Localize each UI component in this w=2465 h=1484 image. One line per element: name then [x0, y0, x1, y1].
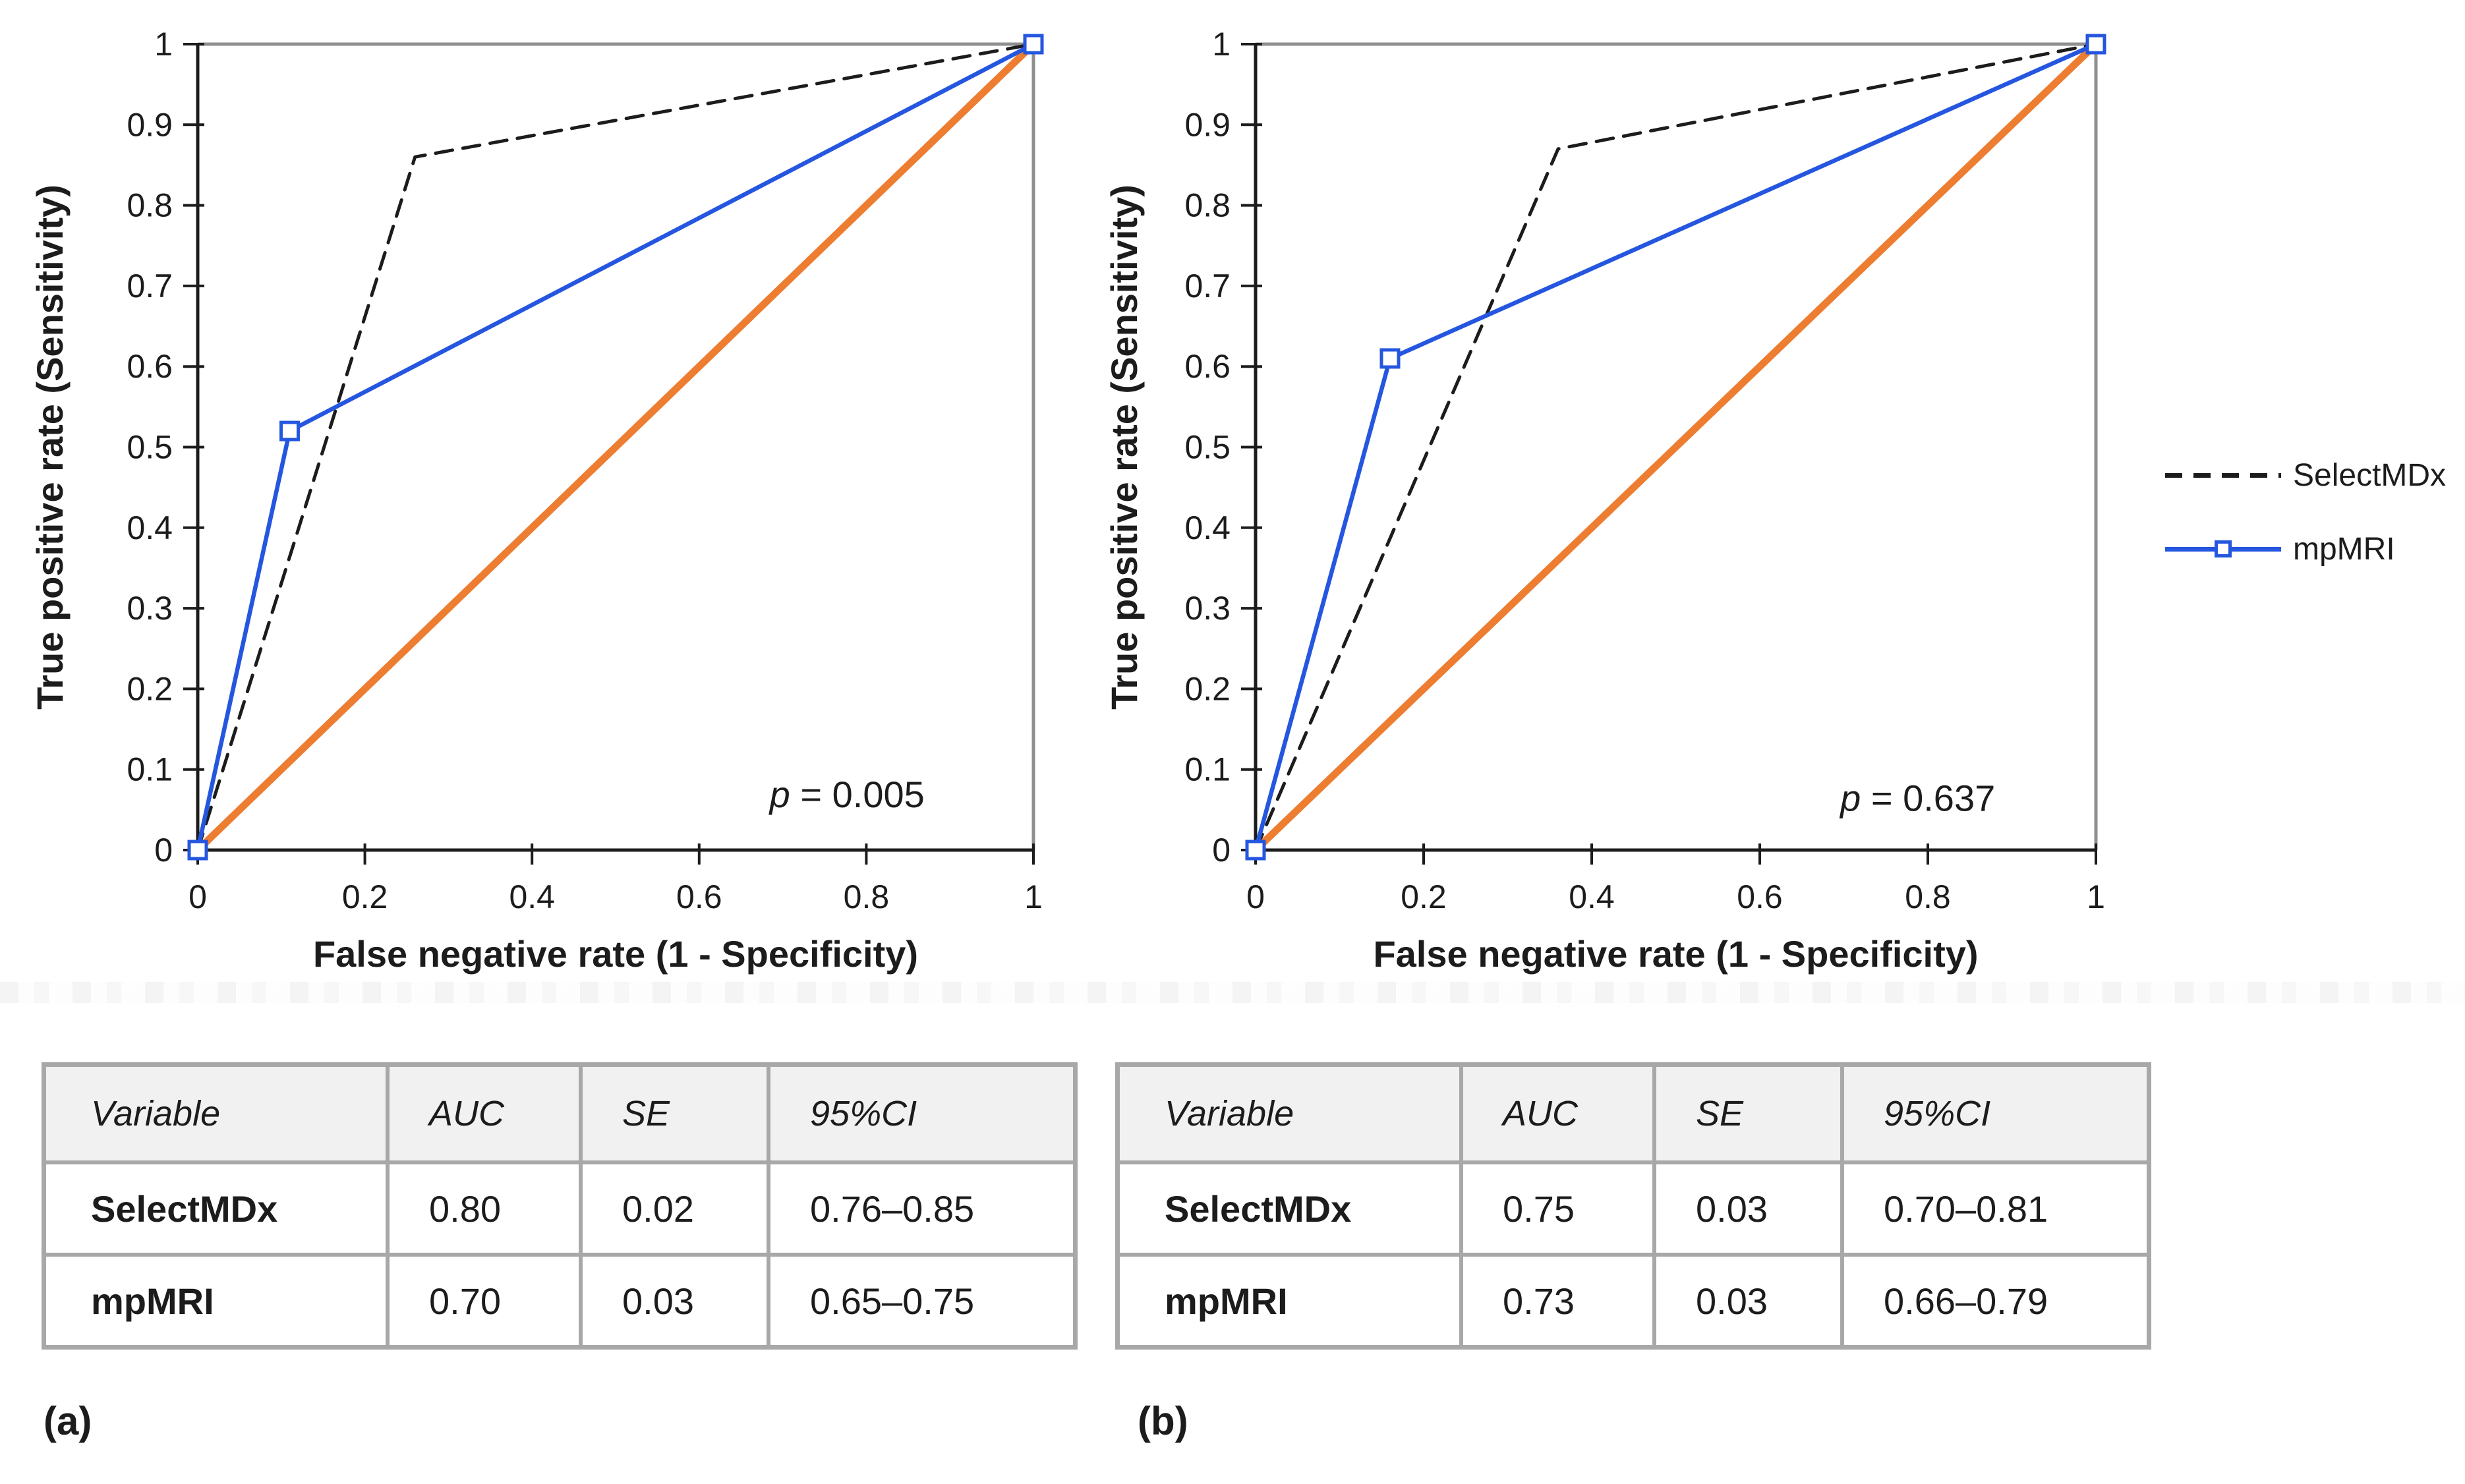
x-tick-label: 0 — [188, 878, 207, 915]
y-tick-label: 0.9 — [127, 106, 173, 143]
table-a-header-variable: Variable — [46, 1067, 386, 1160]
table-b-selectmdx-se: 0.03 — [1656, 1164, 1840, 1253]
selectmdx-dashed-line-sample — [2165, 472, 2281, 478]
x-tick-label: 0.6 — [1737, 878, 1783, 915]
x-tick-label: 0.2 — [1401, 878, 1447, 915]
p-value-text: = 0.005 — [790, 774, 925, 815]
y-tick-label: 0.9 — [1184, 106, 1231, 143]
table-b-selectmdx-ci: 0.70–0.81 — [1844, 1164, 2147, 1253]
series-line-reference — [194, 40, 1037, 854]
panel-b-caption: (b) — [1138, 1399, 1188, 1443]
p-symbol: p — [768, 774, 790, 815]
mpmri-open-square-marker — [1379, 348, 1401, 369]
table-b-mpmri-auc: 0.73 — [1463, 1257, 1652, 1345]
y-tick-label: 0.1 — [1184, 751, 1231, 788]
x-tick-label: 0 — [1246, 878, 1265, 915]
legend-label-mpmri: mpMRI — [2293, 531, 2395, 567]
mpmri-open-square-marker — [187, 840, 208, 861]
y-tick-label: 0.2 — [127, 670, 173, 707]
y-tick-label: 0.2 — [1184, 670, 1231, 707]
y-tick-label: 0.4 — [127, 509, 173, 546]
mpmri-open-square-marker — [1245, 840, 1266, 861]
y-tick-label: 0.7 — [127, 268, 173, 304]
y-tick-label: 0.6 — [1184, 348, 1231, 385]
table-a-mpmri-se: 0.03 — [583, 1257, 767, 1345]
series-line-selectmdx — [196, 42, 1035, 852]
x-tick-label: 0.8 — [844, 878, 890, 915]
table-panel-b: Variable AUC SE 95%CI SelectMDx 0.75 0.0… — [1115, 1062, 2151, 1350]
y-tick-label: 0.6 — [127, 348, 173, 385]
y-axis-title: True positive rate (Sensitivity) — [1103, 185, 1145, 710]
y-tick-label: 0.4 — [1184, 509, 1231, 546]
y-tick-label: 0.5 — [1184, 429, 1231, 466]
x-axis-title: False negative rate (1 - Specificity) — [1373, 933, 1978, 975]
y-tick-label: 0 — [154, 832, 173, 869]
y-tick-label: 0.8 — [127, 187, 173, 224]
table-b-mpmri-ci: 0.66–0.79 — [1844, 1257, 2147, 1345]
legend-item-mpmri: mpMRI — [2165, 531, 2395, 567]
image-seam-artifact — [0, 982, 2465, 1003]
table-a-row-selectmdx-name: SelectMDx — [46, 1164, 386, 1253]
y-tick-label: 0.8 — [1184, 187, 1231, 224]
table-a-row-mpmri-name: mpMRI — [46, 1257, 386, 1345]
p-value-text: = 0.637 — [1861, 777, 1995, 818]
y-tick-label: 1 — [154, 26, 173, 63]
table-a-mpmri-ci: 0.65–0.75 — [770, 1257, 1073, 1345]
p-symbol: p — [1839, 777, 1861, 818]
x-tick-label: 0.2 — [342, 878, 388, 915]
p-value-annotation: p = 0.005 — [768, 774, 925, 815]
mpmri-open-square-marker — [2085, 34, 2106, 55]
y-tick-label: 0.1 — [127, 751, 173, 788]
y-tick-label: 0.7 — [1184, 268, 1231, 304]
y-tick-label: 1 — [1212, 26, 1231, 63]
p-value-annotation: p = 0.637 — [1839, 777, 1995, 818]
x-tick-label: 1 — [1024, 878, 1043, 915]
table-a-mpmri-auc: 0.70 — [390, 1257, 579, 1345]
y-axis-title: True positive rate (Sensitivity) — [29, 185, 71, 710]
table-b-mpmri-se: 0.03 — [1656, 1257, 1840, 1345]
y-tick-label: 0.5 — [127, 429, 173, 466]
y-tick-label: 0 — [1212, 832, 1231, 869]
table-b-header-ci: 95%CI — [1844, 1067, 2147, 1160]
table-b-row-selectmdx-name: SelectMDx — [1120, 1164, 1459, 1253]
table-a-selectmdx-se: 0.02 — [583, 1164, 767, 1253]
y-tick-label: 0.3 — [127, 590, 173, 627]
table-a-header-auc: AUC — [390, 1067, 579, 1160]
series-line-selectmdx — [1254, 42, 2098, 852]
panel-a-caption: (a) — [44, 1399, 92, 1443]
table-b-header-auc: AUC — [1463, 1067, 1652, 1160]
legend-label-selectmdx: SelectMDx — [2293, 457, 2447, 493]
x-tick-label: 1 — [2087, 878, 2105, 915]
x-tick-label: 0.6 — [676, 878, 722, 915]
table-b-header-se: SE — [1656, 1067, 1840, 1160]
table-a-selectmdx-ci: 0.76–0.85 — [770, 1164, 1073, 1253]
table-b-selectmdx-auc: 0.75 — [1463, 1164, 1652, 1253]
table-a-selectmdx-auc: 0.80 — [390, 1164, 579, 1253]
mpmri-open-square-marker — [279, 420, 300, 442]
y-tick-label: 0.3 — [1184, 590, 1231, 627]
legend-item-selectmdx: SelectMDx — [2165, 457, 2447, 493]
table-a-header-ci: 95%CI — [770, 1067, 1073, 1160]
x-tick-label: 0.8 — [1905, 878, 1951, 915]
x-tick-label: 0.4 — [509, 878, 555, 915]
roc-plots: 0 0.1 0.2 0.3 0.4 0.5 0.6 0.7 0.8 0.9 1 0 0.2 0.4 0.6 0… — [29, 26, 2106, 975]
x-axis-title: False negative rate (1 - Specificity) — [313, 933, 918, 975]
table-b-row-mpmri-name: mpMRI — [1120, 1257, 1459, 1345]
series-line-reference — [1252, 40, 2100, 854]
table-panel-a: Variable AUC SE 95%CI SelectMDx 0.80 0.0… — [42, 1062, 1078, 1350]
mpmri-open-square-marker — [1023, 34, 1044, 55]
table-a-header-se: SE — [583, 1067, 767, 1160]
x-tick-label: 0.4 — [1569, 878, 1615, 915]
table-b-header-variable: Variable — [1120, 1067, 1459, 1160]
open-square-marker-icon — [2215, 540, 2232, 557]
mpmri-line-sample — [2165, 540, 2281, 557]
